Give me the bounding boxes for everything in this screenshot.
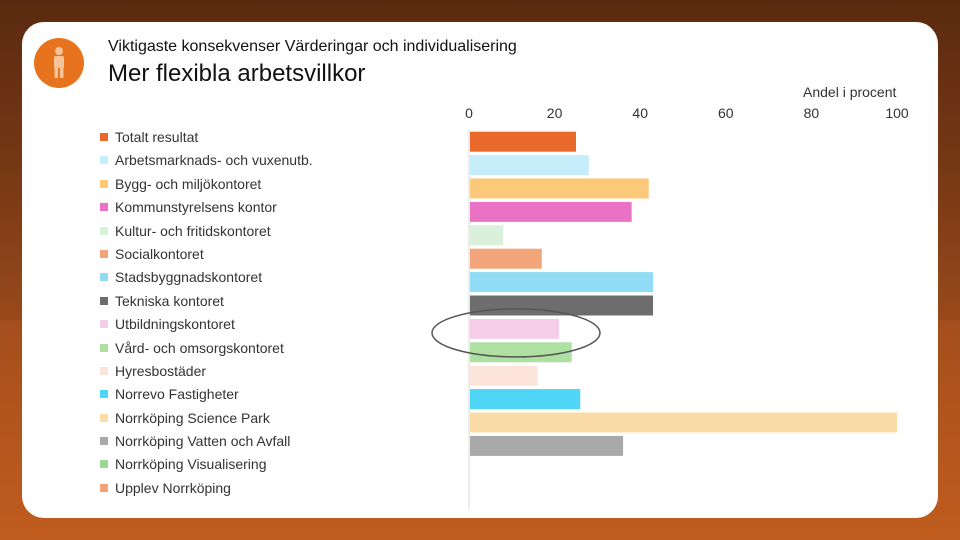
legend-item: Norrköping Visualisering (100, 453, 313, 476)
legend-label: Upplev Norrköping (115, 479, 231, 496)
bar (470, 295, 654, 316)
legend-label: Kultur- och fritidskontoret (115, 222, 271, 239)
legend-item: Arbetsmarknads- och vuxenutb. (100, 149, 313, 172)
bar (470, 225, 504, 246)
person-badge (34, 38, 84, 88)
legend-swatch (100, 179, 108, 188)
legend-item: Kommunstyrelsens kontor (100, 196, 313, 219)
bar-chart: 0 20 40 60 80 100 (431, 105, 909, 510)
legend-swatch (100, 226, 108, 235)
legend-label: Tekniska kontoret (115, 292, 224, 309)
bar (470, 435, 624, 456)
person-icon (54, 47, 64, 78)
legend-item: Stadsbyggnadskontoret (100, 266, 313, 289)
slide-subtitle: Viktigaste konsekvenser Värderingar och … (108, 38, 517, 55)
bar (470, 342, 572, 363)
legend-item: Utbildningskontoret (100, 313, 313, 336)
legend-item: Norrköping Vatten och Avfall (100, 430, 313, 453)
legend-label: Stadsbyggnadskontoret (115, 269, 263, 286)
legend-swatch (100, 460, 108, 469)
legend-label: Arbetsmarknads- och vuxenutb. (115, 152, 313, 169)
legend-swatch (100, 273, 108, 282)
legend-swatch (100, 437, 108, 446)
legend-label: Socialkontoret (115, 245, 204, 262)
x-tick-label: 80 (804, 105, 820, 121)
legend-item: Socialkontoret (100, 243, 313, 266)
legend-label: Norrköping Science Park (115, 409, 270, 426)
legend-item: Bygg- och miljökontoret (100, 173, 313, 196)
bar (470, 178, 649, 199)
legend-label: Bygg- och miljökontoret (115, 175, 262, 192)
slide-card: Viktigaste konsekvenser Värderingar och … (22, 22, 938, 518)
legend-swatch (100, 203, 108, 212)
bar (470, 155, 589, 176)
legend-label: Norrevo Fastigheter (115, 386, 239, 403)
legend-item: Hyresbostäder (100, 360, 313, 383)
legend-item: Totalt resultat (100, 126, 313, 149)
bar (470, 365, 538, 386)
legend-item: Norrköping Science Park (100, 407, 313, 430)
legend-item: Vård- och omsorgskontoret (100, 337, 313, 360)
legend-swatch (100, 133, 108, 141)
legend-label: Hyresbostäder (115, 362, 207, 379)
legend-label: Norrköping Vatten och Avfall (115, 433, 291, 450)
legend-item: Upplev Norrköping (100, 477, 313, 500)
legend-swatch (100, 390, 108, 399)
legend-label: Norrköping Visualisering (115, 456, 267, 473)
bar (470, 248, 542, 269)
legend-swatch (100, 343, 108, 352)
legend-swatch (100, 320, 108, 329)
bar (470, 201, 632, 222)
axis-unit-label: Andel i procent (803, 84, 897, 100)
legend-item: Kultur- och fritidskontoret (100, 220, 313, 243)
legend-label: Totalt resultat (115, 129, 199, 145)
slide-title: Mer flexibla arbetsvillkor (108, 60, 366, 87)
x-tick-label: 60 (718, 105, 734, 121)
x-tick-label: 100 (885, 105, 909, 121)
legend-swatch (100, 366, 108, 375)
legend-label: Vård- och omsorgskontoret (115, 339, 284, 356)
legend-swatch (100, 156, 108, 165)
x-tick-label: 40 (632, 105, 648, 121)
bar (470, 412, 897, 433)
legend-label: Kommunstyrelsens kontor (115, 199, 277, 216)
legend-swatch (100, 483, 108, 492)
legend-swatch (100, 249, 108, 258)
legend-item: Tekniska kontoret (100, 290, 313, 313)
bar (470, 131, 576, 152)
legend-swatch (100, 296, 108, 305)
legend-label: Utbildningskontoret (115, 316, 235, 333)
highlight-ellipse (431, 308, 601, 358)
bar (470, 272, 654, 293)
bar (470, 389, 581, 410)
bar (470, 318, 559, 339)
chart-legend: Totalt resultat Arbetsmarknads- och vuxen… (100, 126, 313, 500)
x-tick-label: 0 (465, 105, 473, 121)
legend-swatch (100, 413, 108, 422)
x-tick-label: 20 (547, 105, 563, 121)
legend-item: Norrevo Fastigheter (100, 383, 313, 406)
